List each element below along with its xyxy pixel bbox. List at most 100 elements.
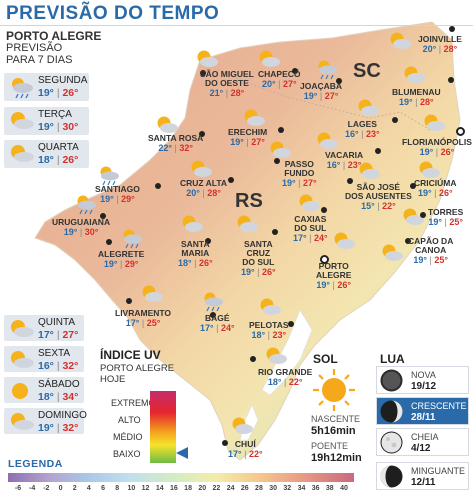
partly-cloudy-icon bbox=[237, 215, 258, 232]
city-dot-blumenau bbox=[448, 77, 454, 83]
partly-cloudy-icon bbox=[358, 99, 379, 116]
day-temps: 19° | 30° bbox=[38, 121, 79, 133]
legend-tick: 38 bbox=[325, 485, 334, 492]
city-label-vacaria: VACARIA 16° | 23° bbox=[325, 150, 364, 170]
city-label-cruz-alta: CRUZ ALTA 20° | 28° bbox=[180, 178, 228, 198]
sunrise-label: NASCENTE bbox=[311, 414, 361, 424]
city-temps: 17° | 22° bbox=[228, 449, 263, 459]
city-label-torres: TORRES 19° | 25° bbox=[428, 207, 464, 227]
day-card-terca: TERÇA 19° | 30° bbox=[4, 107, 89, 135]
day-name: QUARTA bbox=[38, 142, 79, 153]
moon-phase-nova: NOVA 19/12 bbox=[376, 366, 469, 394]
city-dot-porto-alegre bbox=[320, 255, 329, 264]
partly-cloudy-icon bbox=[270, 141, 291, 158]
partly-cloudy-icon bbox=[382, 244, 403, 261]
partly-cloudy-icon bbox=[232, 417, 253, 434]
city-label-uruguaiana: URUGUAIANA 19° | 30° bbox=[52, 217, 111, 237]
city-dot-passo-fundo bbox=[274, 158, 280, 164]
city-temps: 18° | 23° bbox=[251, 330, 287, 340]
crescent-moon-icon bbox=[380, 400, 403, 423]
city-dot-joinville bbox=[449, 26, 455, 32]
city-dot-florianopolis bbox=[456, 127, 465, 136]
city-temps: 19° | 27° bbox=[282, 178, 317, 188]
city-temps: 17° | 24° bbox=[200, 323, 235, 333]
city-temps: 19° | 27° bbox=[230, 137, 265, 147]
city-dot-chui bbox=[222, 440, 228, 446]
city-dot-santa-cruz-do-sul bbox=[272, 229, 278, 235]
day-card-segunda: SEGUNDA 19° | 26° bbox=[4, 73, 89, 101]
partly-cloudy-icon bbox=[11, 320, 34, 337]
partly-cloudy-rain-icon bbox=[204, 292, 223, 312]
city-dot-livramento bbox=[126, 298, 132, 304]
city-dot-torres bbox=[420, 212, 426, 218]
city-label-pelotas: PELOTAS 18° | 23° bbox=[249, 320, 289, 340]
sunset-label: POENTE bbox=[311, 441, 349, 451]
partly-cloudy-rain-icon bbox=[77, 195, 96, 215]
city-temps: 20° | 28° bbox=[422, 44, 458, 54]
poa-forecast-header: PORTO ALEGRE PREVISÃO PARA 7 DIAS bbox=[6, 30, 101, 66]
city-temps: 15° | 22° bbox=[361, 201, 396, 211]
city-dot-erechim bbox=[278, 127, 284, 133]
state-label-sc: SC bbox=[353, 60, 381, 82]
city-label-santiago: SANTIAGO 19° | 29° bbox=[95, 184, 140, 204]
city-dot-criciuma bbox=[410, 183, 416, 189]
sun-title: SOL bbox=[313, 352, 338, 366]
city-label-passo-fundo: PASSO FUNDO 19° | 27° bbox=[282, 159, 317, 188]
uv-subtitle: PORTO ALEGRE HOJE bbox=[100, 363, 175, 385]
city-temps: 16° | 23° bbox=[326, 160, 362, 170]
uv-level-extremo: EXTREMO bbox=[111, 398, 156, 408]
city-dot-pelotas bbox=[288, 321, 294, 327]
day-temps: 18° | 34° bbox=[38, 391, 79, 403]
legend-tick: 16 bbox=[170, 485, 178, 492]
city-dot-rio-grande bbox=[250, 356, 256, 362]
city-dot-vacaria bbox=[375, 148, 381, 154]
partly-cloudy-icon bbox=[191, 160, 212, 177]
city-label-erechim: ERECHIM 19° | 27° bbox=[228, 127, 268, 147]
city-label-santa-rosa: SANTA ROSA 22° | 32° bbox=[148, 133, 204, 153]
lagoon-shape bbox=[261, 309, 313, 396]
city-dot-cruz-alta bbox=[228, 177, 234, 183]
partly-cloudy-icon bbox=[259, 50, 280, 67]
city-temps: 19° | 26° bbox=[417, 188, 453, 198]
partly-cloudy-rain-icon bbox=[123, 229, 142, 249]
partly-cloudy-icon bbox=[359, 162, 380, 179]
partly-cloudy-icon bbox=[197, 50, 218, 67]
city-temps: 17° | 25° bbox=[125, 318, 161, 328]
uv-title: ÍNDICE UV bbox=[100, 348, 161, 362]
partly-cloudy-icon bbox=[157, 116, 178, 133]
partly-cloudy-icon bbox=[142, 285, 163, 302]
city-label-lages: LAGES 16° | 23° bbox=[345, 119, 380, 139]
legend-tick: 2 bbox=[72, 485, 77, 492]
poa-subtitle-2: PARA 7 DIAS bbox=[6, 54, 73, 66]
legend-tick: 14 bbox=[155, 485, 164, 492]
city-label-sao-miguel-do-oeste: SÃO MIGUEL DO OESTE 21° | 28° bbox=[200, 69, 254, 98]
title-divider bbox=[0, 25, 473, 26]
legend-tick: 28 bbox=[255, 485, 263, 492]
partly-cloudy-icon bbox=[317, 132, 338, 149]
day-temps: 17° | 27° bbox=[38, 329, 79, 341]
partly-cloudy-icon bbox=[11, 145, 34, 162]
city-temps: 22° | 32° bbox=[158, 143, 193, 153]
partly-cloudy-icon bbox=[419, 161, 440, 178]
city-label-florianopolis: FLORIANÓPOLIS 19° | 26° bbox=[402, 137, 472, 157]
day-name: SÁBADO bbox=[38, 379, 80, 390]
city-temps: 19° | 26° bbox=[419, 147, 455, 157]
day-name: TERÇA bbox=[38, 109, 72, 120]
full-moon-icon bbox=[380, 431, 403, 454]
legend-tick: 6 bbox=[101, 485, 105, 492]
state-land-shape bbox=[34, 21, 461, 461]
partly-cloudy-icon bbox=[403, 208, 424, 225]
city-temps: 19° | 26° bbox=[316, 280, 352, 290]
legend-tick: -2 bbox=[43, 485, 50, 492]
city-temps: 19° | 26° bbox=[241, 267, 276, 277]
city-dot-chapeco bbox=[292, 68, 298, 74]
partly-cloudy-icon bbox=[404, 66, 425, 83]
partly-cloudy-icon bbox=[334, 232, 355, 249]
city-dot-sao-jose-dos-ausentes bbox=[347, 178, 353, 184]
legend-color-bar bbox=[8, 473, 354, 482]
legend-tick: 40 bbox=[340, 485, 348, 492]
city-label-santa-maria: SANTA MARIA 18° | 26° bbox=[178, 239, 213, 268]
page-title: PREVISÃO DO TEMPO bbox=[6, 3, 220, 24]
legend-tick: 32 bbox=[283, 485, 292, 492]
city-label-santa-cruz-do-sul: SANTA CRUZ DO SUL 19° | 26° bbox=[241, 239, 276, 277]
